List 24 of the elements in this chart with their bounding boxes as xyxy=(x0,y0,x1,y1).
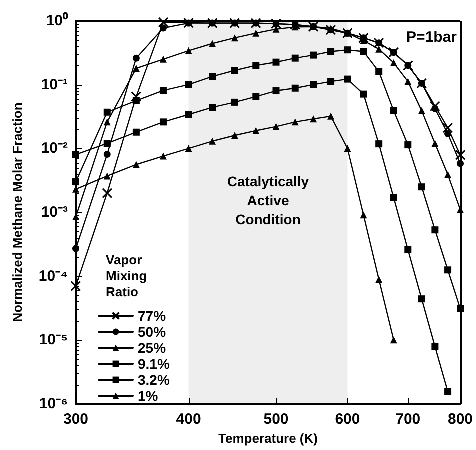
x-tick-label: 300 xyxy=(63,411,89,428)
y-tick-label: 10⁻¹ xyxy=(41,76,68,94)
x-tick-label: 600 xyxy=(335,411,360,428)
y-tick-label: 10⁻⁵ xyxy=(39,332,68,349)
legend-label: 1% xyxy=(138,388,159,404)
y-tick-label: 10⁻⁶ xyxy=(39,396,68,412)
legend-label: 25% xyxy=(138,340,167,356)
y-axis-title: Normalized Methane Molar Fraction xyxy=(10,102,25,322)
y-tick-label: 10⁻² xyxy=(41,140,68,158)
x-axis-title: Temperature (K) xyxy=(218,430,318,446)
annotation: P=1bar xyxy=(406,29,458,46)
y-tick-label: 10⁻³ xyxy=(41,204,68,221)
x-tick-label: 700 xyxy=(396,411,421,428)
x-tick-label: 400 xyxy=(176,411,202,428)
legend-label: 3.2% xyxy=(138,372,170,388)
band-label: Catalytically Active Condition xyxy=(227,174,310,228)
legend-label: 9.1% xyxy=(138,356,170,372)
legend-label: 50% xyxy=(138,324,167,340)
y-tick-label: 10⁻⁴ xyxy=(38,268,68,285)
x-tick-label: 800 xyxy=(448,411,473,428)
y-tick-label: 10⁰ xyxy=(46,12,69,30)
legend-label: 77% xyxy=(138,308,167,324)
legend-title: Vapor Mixing Ratio xyxy=(106,252,148,300)
x-tick-label: 500 xyxy=(264,411,289,428)
